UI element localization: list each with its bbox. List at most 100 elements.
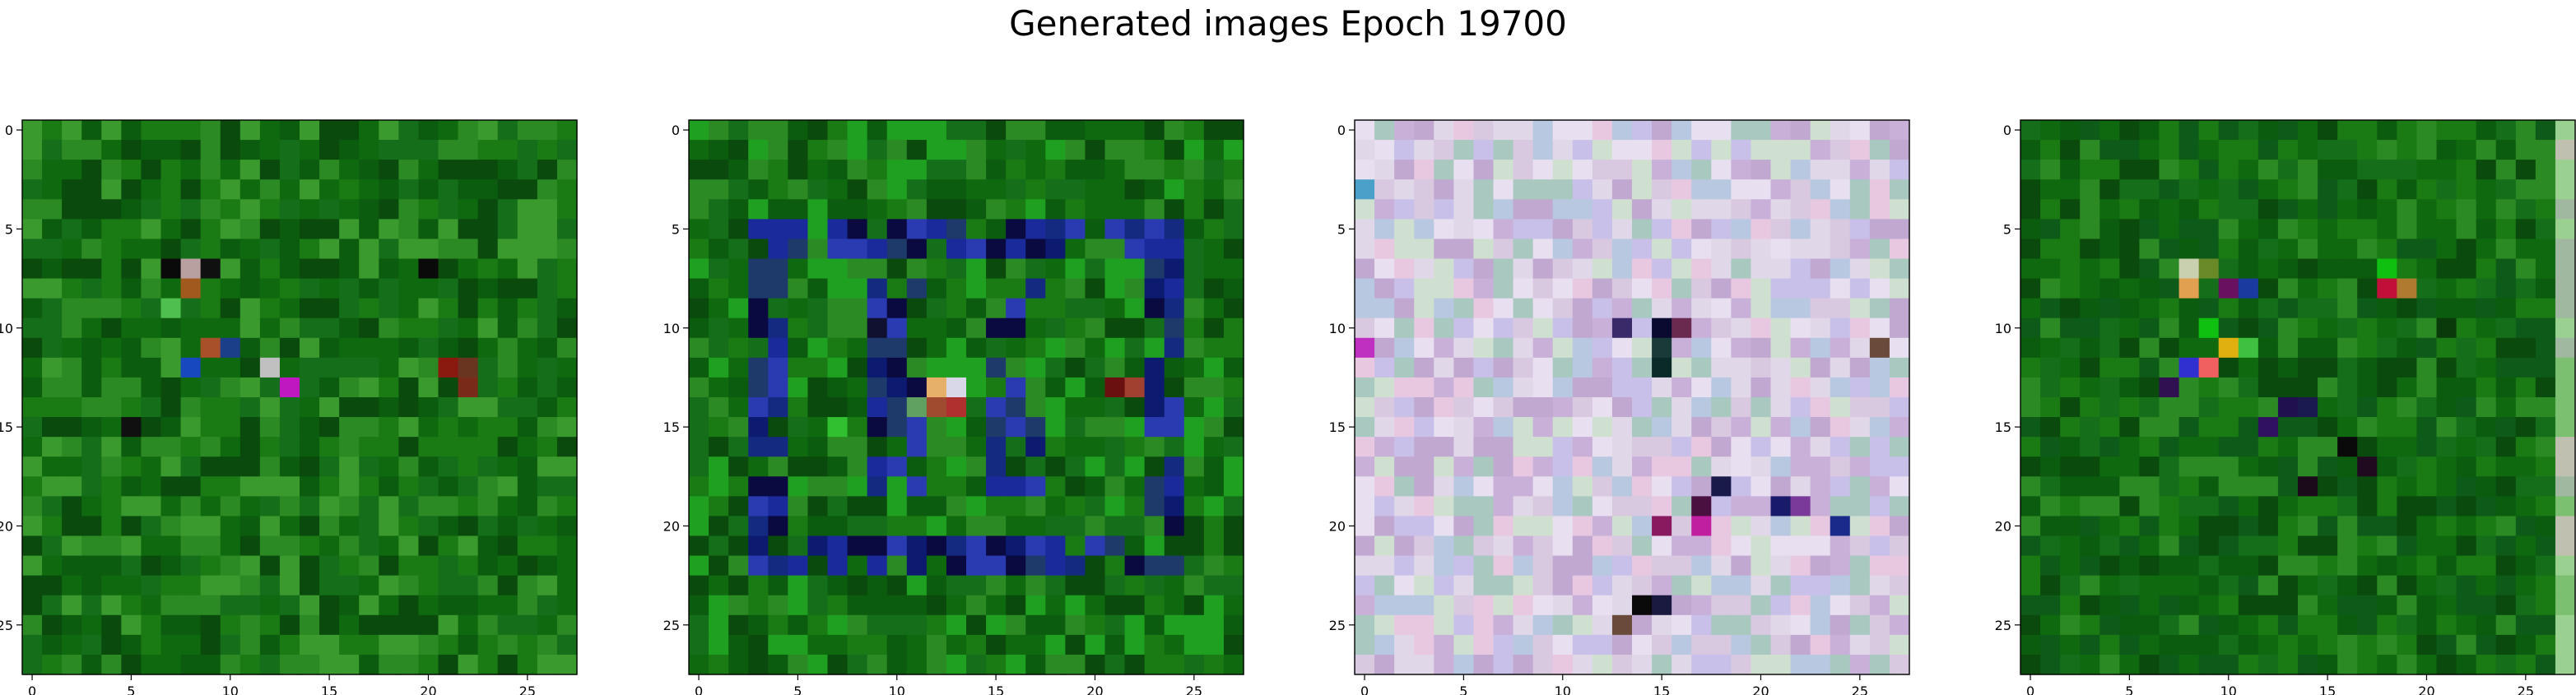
- pixel-cell: [339, 337, 360, 359]
- pixel-cell: [279, 258, 300, 280]
- pixel-cell: [2198, 437, 2220, 457]
- pixel-cell: [2298, 317, 2318, 339]
- pixel-cell: [379, 298, 399, 319]
- y-tick-label: 5: [2003, 221, 2011, 237]
- pixel-cell: [2397, 614, 2418, 636]
- pixel-cell: [2178, 496, 2200, 517]
- pixel-cell: [220, 140, 241, 160]
- pixel-cell: [2040, 199, 2061, 220]
- pixel-cell: [2357, 575, 2378, 596]
- pixel-cell: [2357, 199, 2378, 220]
- pixel-cell: [497, 317, 518, 339]
- pixel-cell: [359, 516, 379, 537]
- pixel-cell: [2198, 555, 2220, 577]
- pixel-cell: [2476, 516, 2497, 537]
- pixel-cell: [2337, 219, 2358, 240]
- pixel-cell: [418, 337, 439, 359]
- pixel-cell: [359, 219, 379, 240]
- pixel-cell: [339, 258, 360, 280]
- pixel-cell: [2416, 397, 2438, 418]
- pixel-cell: [2495, 140, 2517, 160]
- pixel-cell: [2337, 614, 2358, 636]
- pixel-cell: [2515, 239, 2536, 260]
- pixel-cell: [2337, 456, 2358, 477]
- pixel-cell: [339, 476, 360, 497]
- pixel-cell: [2060, 417, 2081, 438]
- pixel-cell: [279, 456, 300, 477]
- pixel-cell: [141, 357, 162, 378]
- pixel-cell: [2080, 239, 2100, 260]
- pixel-cell: [2357, 239, 2378, 260]
- pixel-cell: [2040, 634, 2061, 656]
- pixel-cell: [300, 555, 320, 577]
- pixel-cell: [2416, 160, 2438, 180]
- pixel-cell: [2040, 516, 2061, 537]
- pixel-cell: [220, 456, 241, 477]
- pixel-cell: [2040, 140, 2061, 160]
- pixel-cell: [121, 357, 142, 378]
- pixel-cell: [497, 397, 518, 418]
- pixel-cell: [101, 219, 122, 240]
- pixel-cell: [2456, 456, 2477, 477]
- pixel-cell: [2436, 614, 2457, 636]
- pixel-cell: [2040, 654, 2061, 675]
- pixel-cell: [42, 417, 63, 438]
- pixel-cell: [300, 258, 320, 280]
- pixel-cell: [319, 317, 340, 339]
- pixel-cell: [2318, 219, 2338, 240]
- pixel-cell: [42, 496, 63, 517]
- pixel-cell: [42, 456, 63, 477]
- pixel-cell: [2456, 219, 2477, 240]
- pixel-cell: [2495, 476, 2517, 497]
- pixel-cell: [2476, 555, 2497, 577]
- pixel-cell: [2238, 298, 2259, 319]
- pixel-cell: [2139, 417, 2160, 438]
- pixel-cell: [22, 456, 43, 477]
- pixel-cell: [141, 160, 162, 180]
- pixel-cell: [259, 555, 281, 577]
- pixel-cell: [398, 417, 420, 438]
- pixel-cell: [2080, 595, 2100, 616]
- pixel-cell: [2436, 437, 2457, 457]
- pixel-cell: [279, 496, 300, 517]
- pixel-cell: [537, 476, 558, 497]
- pixel-cell: [141, 535, 162, 557]
- pixel-cell: [2080, 496, 2100, 517]
- pixel-cell: [2416, 595, 2438, 616]
- pixel-cell: [2119, 179, 2141, 200]
- pixel-cell: [319, 258, 340, 280]
- pixel-cell: [2139, 317, 2160, 339]
- pixel-cell: [220, 437, 241, 457]
- pixel-cell: [62, 397, 82, 418]
- pixel-cell: [220, 555, 241, 577]
- pixel-cell: [2535, 317, 2556, 339]
- pixel-cell: [517, 298, 538, 319]
- pixel-cell: [2535, 437, 2556, 457]
- pixel-cell: [2495, 239, 2517, 260]
- pixel-cell: [2456, 337, 2477, 359]
- pixel-cell: [259, 397, 281, 418]
- pixel-cell: [2257, 516, 2279, 537]
- pixel-cell: [2337, 278, 2358, 299]
- pixel-cell: [2377, 437, 2397, 457]
- pixel-cell: [2436, 219, 2457, 240]
- pixel-cell: [2257, 160, 2279, 180]
- pixel-cell: [2257, 140, 2279, 160]
- pixel-cell: [2456, 140, 2477, 160]
- pixel-cell: [200, 535, 221, 557]
- pixel-cell: [2357, 337, 2378, 359]
- pixel-cell: [2397, 516, 2418, 537]
- pixel-cell: [2555, 555, 2576, 577]
- pixel-cell: [497, 417, 518, 438]
- pixel-cell: [2476, 654, 2497, 675]
- pixel-cell: [2257, 199, 2279, 220]
- pixel-cell: [2139, 337, 2160, 359]
- pixel-cell: [2198, 120, 2220, 141]
- pixel-cell: [121, 140, 142, 160]
- pixel-cell: [2515, 120, 2536, 141]
- pixel-cell: [2535, 160, 2556, 180]
- pixel-cell: [2377, 476, 2397, 497]
- pixel-cell: [2139, 476, 2160, 497]
- pixel-cell: [2555, 239, 2576, 260]
